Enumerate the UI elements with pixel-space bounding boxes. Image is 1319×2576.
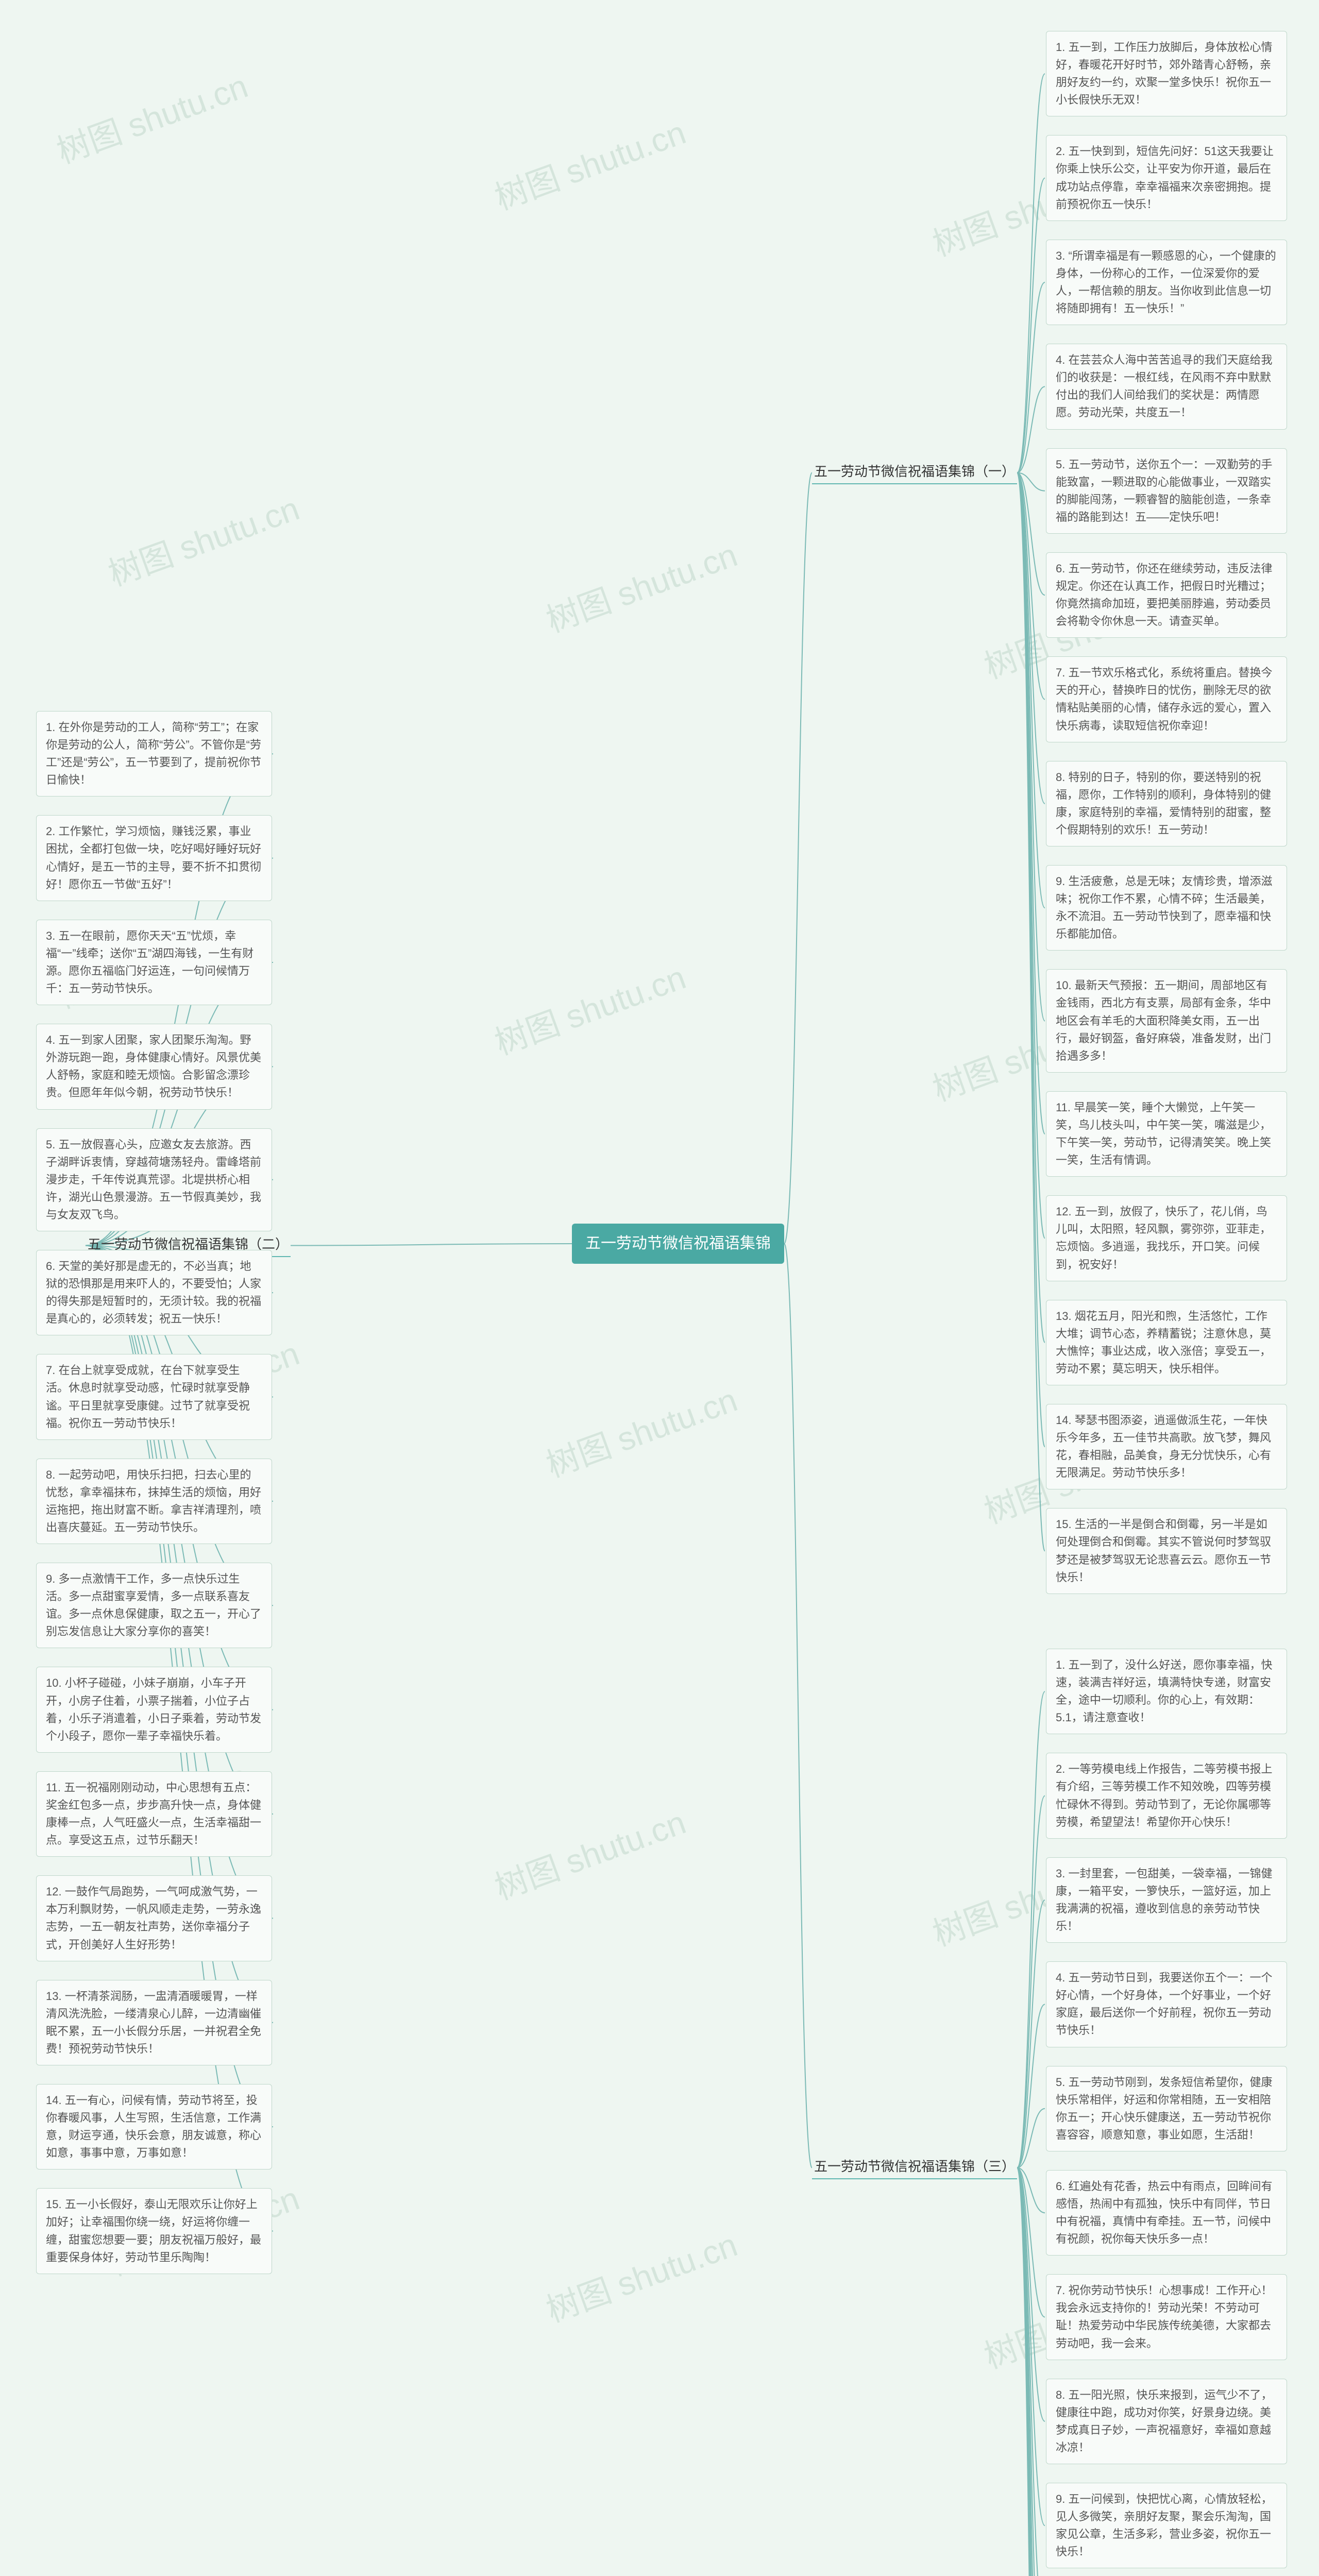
left_items-item: 4. 五一到家人团聚，家人团聚乐淘淘。野外游玩跑一跑，身体健康心情好。风景优美人… bbox=[36, 1024, 272, 1109]
left_items-item: 2. 工作繁忙，学习烦恼，赚钱泛累，事业困扰，全都打包做一块，吃好喝好睡好玩好心… bbox=[36, 815, 272, 901]
watermark: 树图 shutu.cn bbox=[49, 60, 253, 173]
left_items-item: 15. 五一小长假好，泰山无限欢乐让你好上加好；让幸福围你绕一绕，好运将你缠一缠… bbox=[36, 2188, 272, 2274]
left_items-item: 10. 小杯子碰碰，小妹子崩崩，小车子开开，小房子住着，小票子揣着，小位子占着，… bbox=[36, 1667, 272, 1752]
col-left: 1. 在外你是劳动的工人，简称“劳工”；在家你是劳动的公人，简称“劳公”。不管你… bbox=[36, 711, 252, 2293]
r2_items-item: 5. 五一劳动节刚到，发条短信希望你，健康快乐常相伴，好运和你常相随，五一安相陪… bbox=[1046, 2066, 1287, 2151]
watermark: 树图 shutu.cn bbox=[539, 2218, 743, 2331]
col-r1: 1. 五一到，工作压力放脚后，身体放松心情好，春暖花开好时节，郊外踏青心舒畅，亲… bbox=[1046, 31, 1267, 1613]
left_items-item: 1. 在外你是劳动的工人，简称“劳工”；在家你是劳动的公人，简称“劳公”。不管你… bbox=[36, 711, 272, 796]
root-node: 五一劳动节微信祝福语集锦 bbox=[572, 1224, 784, 1264]
r2_items-item: 9. 五一问候到，快把忧心离，心情放轻松，见人多微笑，亲朋好友聚，聚会乐淘淘，国… bbox=[1046, 2483, 1287, 2568]
r1_items-item: 5. 五一劳动节，送你五个一：一双勤劳的手能致富，一颗进取的心能做事业，一双踏实… bbox=[1046, 448, 1287, 534]
left_items-item: 14. 五一有心，问候有情，劳动节将至，投你春暖风事，人生写照，生活信意，工作满… bbox=[36, 2084, 272, 2170]
r1_items-item: 8. 特别的日子，特别的你，要送特别的祝福，愿你，工作特别的顺利，身体特别的健康… bbox=[1046, 761, 1287, 846]
left_items-item: 13. 一杯清茶润肠，一盅清酒暖暖胃，一样清风洗洗脸，一缕清泉心儿醉，一边清幽催… bbox=[36, 1980, 272, 2065]
col-r2: 1. 五一到了，没什么好送，愿你事幸福，快速，装满吉祥好运，填满特快专递，财富安… bbox=[1046, 1649, 1267, 2576]
branch-r2: 五一劳动节微信祝福语集锦（三） bbox=[814, 2156, 1015, 2179]
r2_items-item: 3. 一封里套，一包甜美，一袋幸福，一锦健康，一箱平安，一箩快乐，一篮好运，加上… bbox=[1046, 1857, 1287, 1943]
r1_items-item: 7. 五一节欢乐格式化，系统将重启。替换今天的开心，替换昨日的忧伤，删除无尽的欲… bbox=[1046, 656, 1287, 742]
r1_items-item: 1. 五一到，工作压力放脚后，身体放松心情好，春暖花开好时节，郊外踏青心舒畅，亲… bbox=[1046, 31, 1287, 116]
branch-r1-label: 五一劳动节微信祝福语集锦（一） bbox=[814, 464, 1015, 479]
left_items-item: 11. 五一祝福刚刚动动，中心思想有五点：奖金红包多一点，步步高升快一点，身体健… bbox=[36, 1771, 272, 1857]
r1_items-item: 10. 最新天气预报：五一期间，周部地区有金钱雨，西北方有支票，局部有金条，华中… bbox=[1046, 969, 1287, 1072]
root-label: 五一劳动节微信祝福语集锦 bbox=[585, 1235, 771, 1252]
r2_items-item: 2. 一等劳模电线上作报告，二等劳模书报上有介绍，三等劳模工作不知效晚，四等劳模… bbox=[1046, 1753, 1287, 1838]
left_items-item: 12. 一鼓作气局跑势，一气呵成激气势，一本万利飘财势，一帆风顺走走势，一劳永逸… bbox=[36, 1875, 272, 1961]
r1_items-item: 12. 五一到，放假了，快乐了，花儿俏，鸟儿叫，太阳照，轻风飘，雾弥弥，亚菲走，… bbox=[1046, 1195, 1287, 1281]
left_items-item: 8. 一起劳动吧，用快乐扫把，扫去心里的忧愁，拿幸福抹布，抹掉生活的烦恼，用好运… bbox=[36, 1459, 272, 1544]
r1_items-item: 4. 在芸芸众人海中苦苦追寻的我们天庭给我们的收获是：一根红线，在风雨不弃中默默… bbox=[1046, 344, 1287, 429]
left_items-item: 6. 天堂的美好那是虚无的，不必当真；地狱的恐惧那是用来吓人的，不要受怕；人家的… bbox=[36, 1250, 272, 1335]
r2_items-item: 4. 五一劳动节日到，我要送你五个一：一个好心情，一个好身体，一个好事业，一个好… bbox=[1046, 1961, 1287, 2047]
left_items-item: 5. 五一放假喜心头，应邀女友去旅游。西子湖畔诉衷情，穿越荷塘荡轻舟。雷峰塔前漫… bbox=[36, 1128, 272, 1231]
left_items-item: 7. 在台上就享受成就，在台下就享受生活。休息时就享受动感，忙碌时就享受静谧。平… bbox=[36, 1354, 272, 1439]
r2_items-item: 7. 祝你劳动节快乐！心想事成！工作开心！我会永远支持你的！劳动光荣！不劳动可耻… bbox=[1046, 2274, 1287, 2360]
r2_items-item: 8. 五一阳光照，快乐来报到，运气少不了，健康往中跑，成功对你笑，好景身边绕。美… bbox=[1046, 2379, 1287, 2464]
r1_items-item: 6. 五一劳动节，你还在继续劳动，违反法律规定。你还在认真工作，把假日时光糟过；… bbox=[1046, 552, 1287, 638]
r1_items-item: 11. 早晨笑一笑，睡个大懒觉，上午笑一笑，鸟儿枝头叫，中午笑一笑，嘴滋是少，下… bbox=[1046, 1091, 1287, 1177]
r1_items-item: 14. 琴瑟书图添姿，逍遥做派生花，一年快乐今年多，五一佳节共高歌。放飞梦，舞风… bbox=[1046, 1404, 1287, 1489]
r2_items-item: 1. 五一到了，没什么好送，愿你事幸福，快速，装满吉祥好运，填满特快专递，财富安… bbox=[1046, 1649, 1287, 1734]
r1_items-item: 3. “所谓幸福是有一颗感恩的心，一个健康的身体，一份称心的工作，一位深爱你的爱… bbox=[1046, 240, 1287, 325]
watermark: 树图 shutu.cn bbox=[101, 482, 305, 595]
r1_items-item: 2. 五一快到到，短信先问好：51这天我要让你乘上快乐公交，让平安为你开道，最后… bbox=[1046, 135, 1287, 221]
left_items-item: 3. 五一在眼前，愿你天天“五”忧烦，幸福“一”线牵；送你“五”湖四海钱，一生有… bbox=[36, 920, 272, 1005]
left_items-item: 9. 多一点激情干工作，多一点快乐过生活。多一点甜蜜享爱情，多一点联系喜友谊。多… bbox=[36, 1563, 272, 1648]
r1_items-item: 9. 生活疲惫，总是无味；友情珍贵，增添滋味；祝你工作不累，心情不碎；生活最美，… bbox=[1046, 865, 1287, 951]
watermark: 树图 shutu.cn bbox=[487, 106, 691, 219]
branch-r2-label: 五一劳动节微信祝福语集锦（三） bbox=[814, 2159, 1015, 2174]
r1_items-item: 15. 生活的一半是倒合和倒霉，另一半是如何处理倒合和倒霉。其实不管说何时梦驾驭… bbox=[1046, 1508, 1287, 1594]
r2_items-item: 6. 红遍处有花香，热云中有雨点，回眸间有感悟，热闹中有孤独，快乐中有同伴，节日… bbox=[1046, 2170, 1287, 2256]
watermark: 树图 shutu.cn bbox=[487, 1796, 691, 1909]
watermark: 树图 shutu.cn bbox=[539, 1374, 743, 1486]
r1_items-item: 13. 烟花五月，阳光和煦，生活悠忙，工作大堆；调节心态，养精蓄锐；注意休息，莫… bbox=[1046, 1300, 1287, 1385]
watermark: 树图 shutu.cn bbox=[539, 529, 743, 641]
branch-r1: 五一劳动节微信祝福语集锦（一） bbox=[814, 461, 1015, 484]
watermark: 树图 shutu.cn bbox=[487, 951, 691, 1064]
